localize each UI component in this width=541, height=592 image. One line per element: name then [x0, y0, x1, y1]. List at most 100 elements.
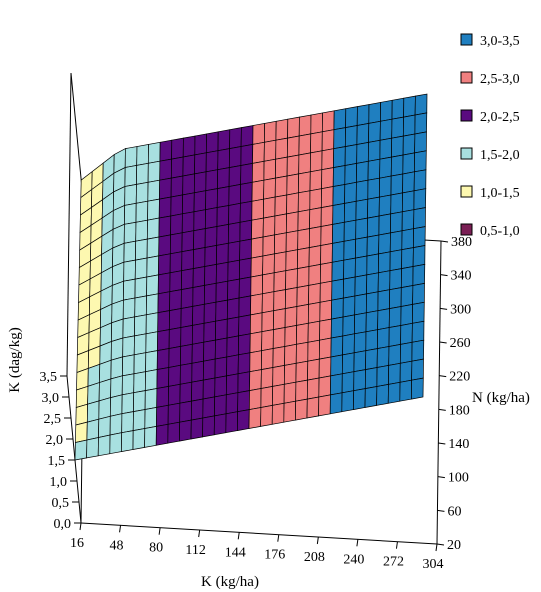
surface-cell — [309, 169, 323, 192]
surface-cell — [136, 143, 149, 166]
surface-cell — [122, 335, 135, 358]
surface-cell — [157, 310, 170, 333]
x-tick-label: 272 — [383, 555, 404, 570]
surface-cell — [170, 175, 184, 198]
surface-cell — [239, 219, 253, 242]
surface-cell — [248, 407, 262, 429]
y-tick — [437, 476, 445, 479]
surface-cell — [390, 211, 403, 234]
surface-cell — [377, 327, 390, 350]
surface-cell — [182, 135, 196, 158]
legend-label: 3,0-3,5 — [480, 34, 520, 49]
surface-cell — [333, 127, 346, 150]
surface-cell — [229, 127, 242, 150]
surface-cell — [214, 394, 227, 417]
surface-cell — [203, 301, 217, 324]
surface-cell — [261, 329, 274, 352]
surface-cell — [354, 274, 368, 297]
surface-cell — [158, 215, 172, 238]
surface-cell — [319, 299, 333, 322]
surface-cell — [272, 364, 285, 387]
surface-cell — [344, 125, 358, 148]
surface-cell — [135, 181, 149, 204]
x-tick — [79, 522, 82, 531]
surface-cell — [169, 289, 182, 312]
surface-cell — [193, 209, 206, 232]
surface-cell — [390, 192, 403, 215]
surface-cell — [205, 150, 219, 173]
surface-cell — [376, 383, 389, 406]
legend-label: 0,5-1,0 — [480, 224, 520, 239]
surface-cell — [238, 295, 252, 318]
surface-cell — [356, 141, 369, 164]
surface-cell — [217, 148, 230, 171]
surface-cell — [180, 305, 194, 328]
surface-cell — [194, 152, 207, 175]
surface-cell — [295, 360, 309, 383]
surface-cell — [122, 354, 135, 377]
surface-cell — [318, 375, 332, 398]
x-tick-label: 80 — [149, 541, 163, 556]
surface-cell — [179, 362, 193, 385]
surface-cell — [399, 379, 412, 402]
surface-cell — [389, 287, 402, 310]
surface-cell — [215, 261, 229, 284]
surface-cell — [226, 316, 240, 339]
surface-cell — [121, 392, 135, 415]
surface-cell — [215, 318, 228, 341]
surface-cell — [309, 188, 322, 211]
surface-cell — [411, 339, 425, 362]
surface-cell — [216, 186, 230, 208]
surface-cell — [402, 133, 416, 156]
surface-cell — [248, 388, 262, 411]
x-tick — [316, 536, 319, 545]
surface-cell — [155, 423, 169, 446]
surface-cell — [228, 165, 242, 187]
surface-cell — [379, 156, 392, 179]
surface-cell — [391, 97, 405, 120]
surface-cell — [136, 162, 149, 185]
surface-cell — [205, 188, 218, 211]
surface-cell — [147, 198, 160, 221]
surface-cell — [180, 287, 194, 309]
y-tick — [438, 408, 446, 411]
surface-cell — [250, 274, 263, 297]
surface-cell — [391, 116, 404, 139]
surface-cell — [263, 139, 277, 162]
y-axis-title: N (kg/ha) — [472, 390, 530, 406]
surface-cell — [194, 133, 207, 156]
surface-cell — [181, 230, 195, 253]
surface-cell — [380, 99, 393, 122]
surface-cell — [344, 181, 357, 204]
surface-cell — [284, 306, 298, 328]
surface-cell — [98, 415, 111, 438]
surface-cell — [273, 270, 287, 293]
surface-cell — [159, 139, 173, 162]
surface-cell — [124, 146, 138, 168]
surface-cell — [97, 434, 111, 457]
surface-cell — [284, 343, 297, 366]
surface-cell — [378, 213, 392, 236]
surface-cell — [283, 381, 297, 404]
surface-cell — [355, 179, 369, 202]
y-tick — [438, 442, 446, 445]
surface-cell — [167, 421, 181, 444]
surface-cell — [367, 139, 381, 162]
surface-cell — [191, 379, 204, 402]
surface-cell — [376, 346, 390, 368]
surface-cell — [296, 266, 310, 288]
surface-cell — [144, 425, 157, 448]
x-tick — [277, 534, 280, 542]
surface-cell — [249, 350, 262, 373]
y-axis: 20 60 100 140 180 220 260 300 340 380 — [436, 235, 472, 553]
surface-cell — [365, 291, 379, 314]
surface-cell — [250, 255, 264, 278]
surface-cell — [331, 278, 344, 301]
x-tick — [395, 541, 398, 549]
surface-cell — [121, 430, 134, 453]
surface-cell — [260, 385, 274, 408]
x-tick — [198, 529, 201, 538]
surface-cell — [364, 367, 378, 390]
surface-cell — [214, 356, 228, 379]
surface-cell — [226, 335, 239, 358]
